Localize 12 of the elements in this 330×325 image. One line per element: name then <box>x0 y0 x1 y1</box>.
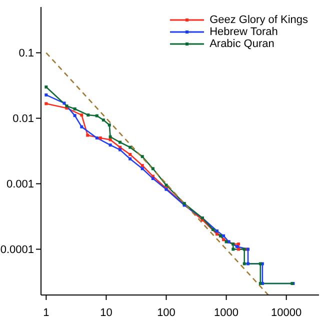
y-tick-label: 0.0001 <box>0 244 34 256</box>
x-tick-label: 10 <box>100 306 112 319</box>
legend-label: Hebrew Torah <box>210 26 278 38</box>
legend-label: Geez Glory of Kings <box>210 14 308 26</box>
x-tick-label: 1000 <box>214 306 239 319</box>
x-tick-label: 10000 <box>271 306 302 319</box>
y-tick-label: 0.001 <box>6 178 34 191</box>
y-tick-label: 0.1 <box>18 48 34 60</box>
y-tick-label: 0.01 <box>12 113 34 126</box>
x-tick-label: 1 <box>43 306 50 319</box>
legend-label: Arabic Quran <box>210 38 274 50</box>
x-tick-label: 100 <box>157 306 176 319</box>
